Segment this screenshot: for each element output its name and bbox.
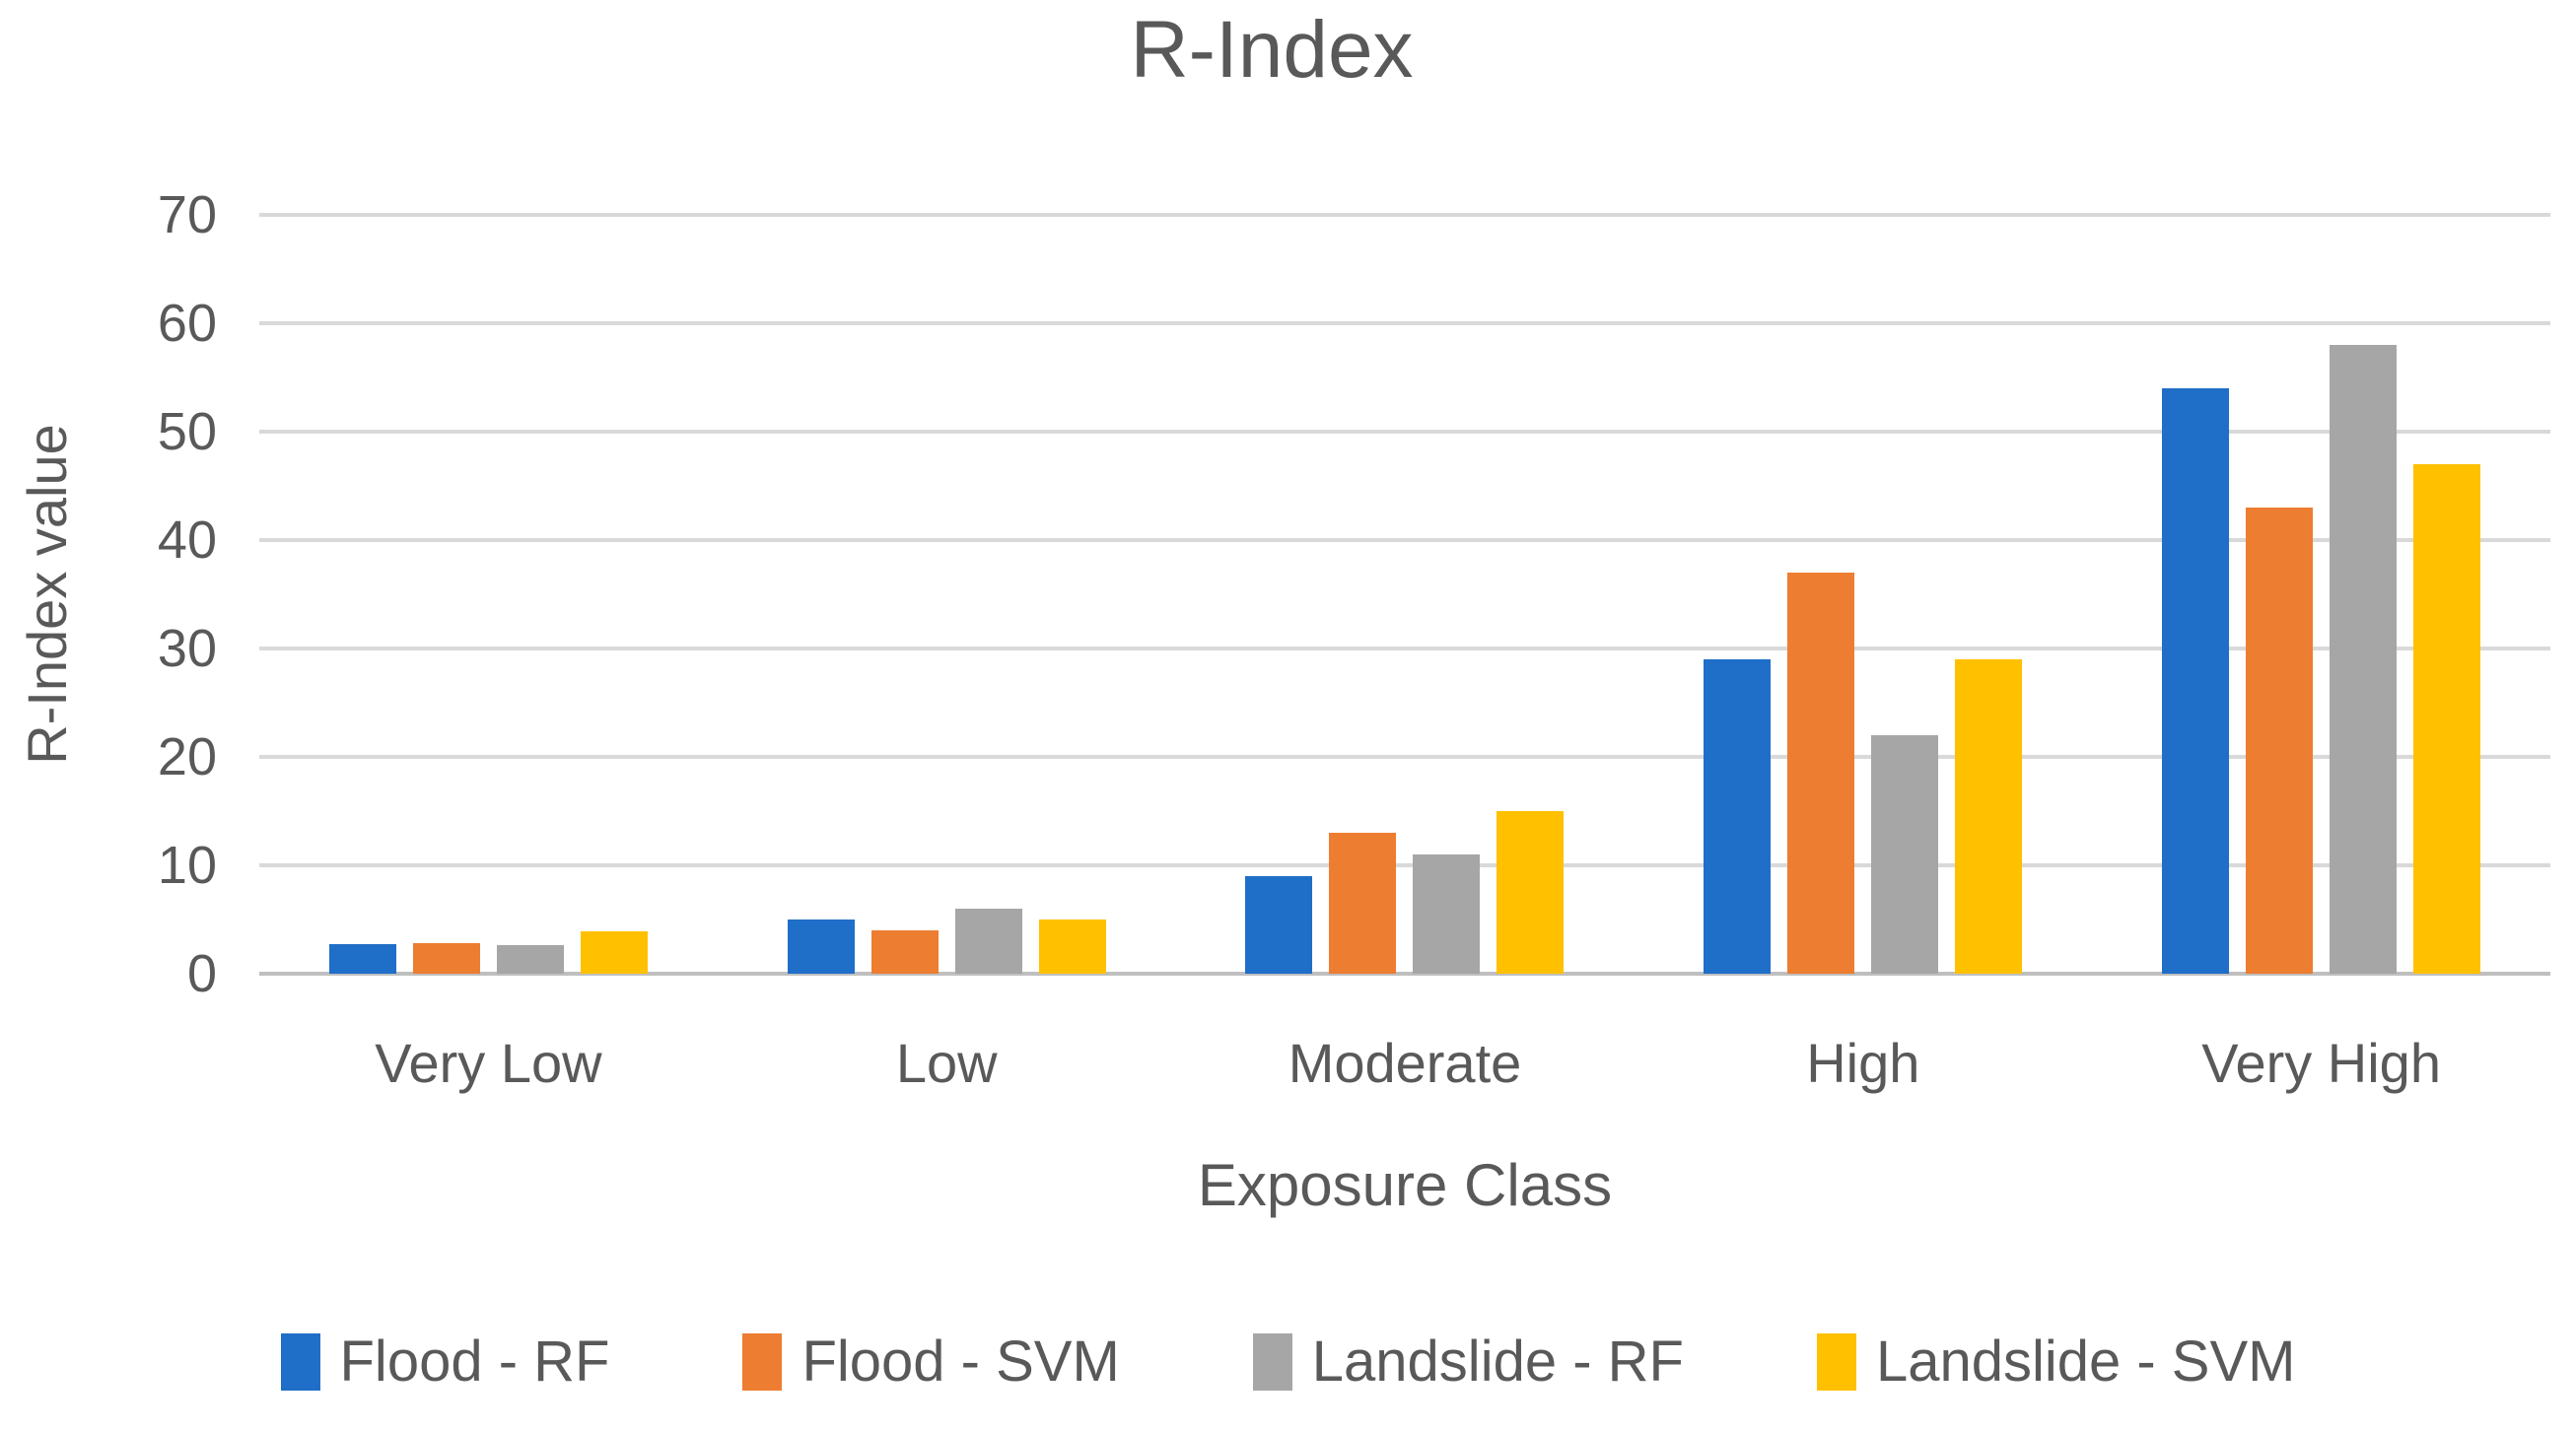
bar [2162,388,2230,974]
x-axis-category-label: High [1806,1032,1920,1094]
x-axis-category-label: Moderate [1288,1032,1522,1094]
bar [1871,735,1939,974]
legend-item: Landslide - RF [1252,1329,1684,1395]
bar [787,920,855,974]
legend-color-swatch [1816,1332,1856,1391]
x-axis-category-label: Low [895,1032,998,1094]
legend-item-label: Flood - RF [339,1329,610,1394]
y-axis-tick-label: 70 [157,185,217,244]
bar-groups [259,215,2550,974]
y-axis-tick-label: 20 [157,727,217,786]
legend-color-swatch [742,1332,783,1391]
bar [496,945,564,974]
gridline [259,321,2550,325]
y-axis-tick-label: 40 [157,511,217,570]
bar [2246,508,2314,974]
legend-item: Flood - SVM [742,1329,1120,1395]
legend-color-swatch [1252,1332,1292,1391]
chart-title: R-Index [1130,5,1414,95]
legend-color-swatch [280,1332,320,1391]
gridline [259,755,2550,759]
bar-group [2092,215,2550,974]
bar [1413,854,1481,974]
bar-group [718,215,1176,974]
plot-area [259,213,2550,976]
x-axis-line [259,972,2550,976]
bar [2330,345,2398,974]
bar-group [1176,215,1635,974]
bar [1329,833,1397,974]
bar [954,909,1022,974]
bar [1038,920,1106,974]
legend-item: Landslide - SVM [1816,1329,2296,1395]
bar [1704,659,1772,974]
y-axis-tick-label: 10 [157,836,217,895]
bar [1497,811,1565,974]
bar [1787,573,1855,974]
bar [328,944,396,974]
bar [1955,659,2023,974]
gridline [259,863,2550,867]
gridline [259,430,2550,434]
x-axis-category-labels: Very Low Low Moderate High Very High [259,1031,2550,1095]
bar [580,931,648,974]
y-axis-tick-label: 60 [157,294,217,353]
legend-item-label: Landslide - SVM [1875,1329,2296,1394]
y-axis-tick-label: 50 [157,402,217,461]
legend: Flood - RF Flood - SVM Landslide - RF Lands… [0,1329,2576,1395]
bar [412,943,480,974]
y-axis-tick-label: 30 [157,619,217,678]
legend-item-label: Landslide - RF [1311,1329,1684,1394]
bar [870,930,939,974]
bar-group [259,215,718,974]
bar [2413,464,2481,974]
legend-item: Flood - RF [280,1329,610,1395]
bar-group [1634,215,2092,974]
gridline [259,538,2550,542]
bar [1245,876,1313,974]
legend-item-label: Flood - SVM [801,1329,1120,1394]
gridline [259,647,2550,650]
x-axis-title: Exposure Class [1197,1152,1613,1218]
x-axis-category-label: Very High [2201,1032,2441,1094]
y-axis-tick-label: 0 [186,944,217,1003]
x-axis-category-label: Very Low [375,1032,602,1094]
gridline [259,213,2550,217]
